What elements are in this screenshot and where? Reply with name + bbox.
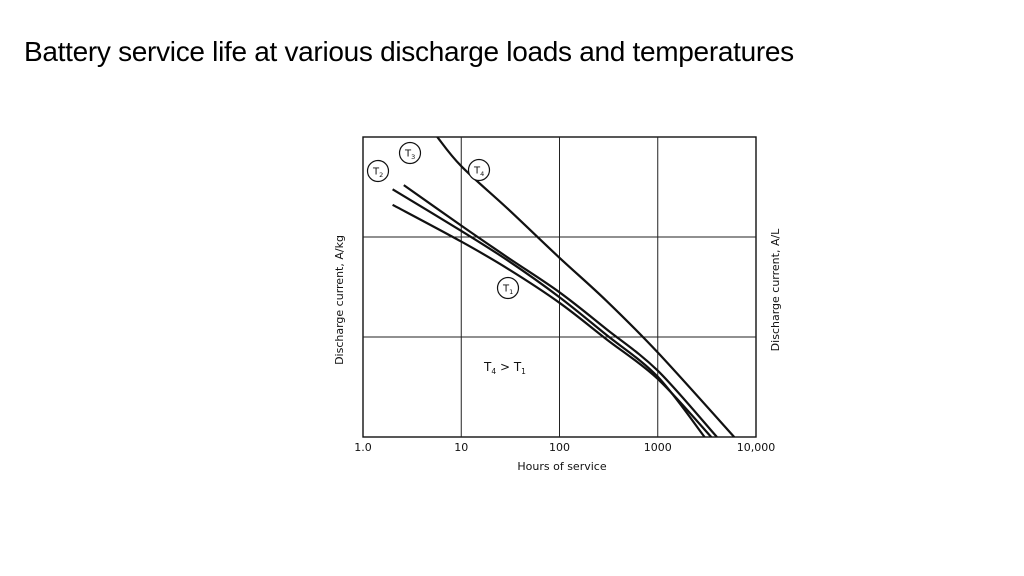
x-tick-labels: 1.0 10 100 1000 10,000: [354, 441, 775, 454]
curve-label-t1: T1: [496, 276, 520, 300]
x-tick-label: 100: [549, 441, 570, 454]
series-line-t3: [403, 184, 718, 437]
curve-label-text: T1: [502, 284, 513, 297]
series-line-t1: [392, 203, 713, 437]
curve-label-text: T2: [372, 167, 383, 180]
x-tick-label: 1.0: [354, 441, 372, 454]
curve-label-t2: T2: [366, 159, 390, 183]
curve-label-text: T3: [404, 149, 415, 162]
y-axis-label-right: Discharge current, A/L: [769, 228, 782, 351]
x-axis-label: Hours of service: [517, 460, 606, 473]
annotation-t1-sub: 1: [521, 367, 526, 376]
x-tick-label: 10: [454, 441, 468, 454]
curve-label-t4: T4: [467, 158, 491, 182]
curves: [392, 137, 736, 437]
curve-label-text: T4: [473, 166, 484, 179]
annotation-t4: T: [483, 360, 492, 374]
curve-label-circle: [496, 276, 520, 300]
curve-label-circle: [467, 158, 491, 182]
y-axis-label-left: Discharge current, A/kg: [333, 235, 346, 365]
curve-labels: T1 T2 T3 T4: [366, 141, 520, 300]
curve-label-t3: T3: [398, 141, 422, 165]
slide-title: Battery service life at various discharg…: [24, 36, 794, 67]
x-tick-label: 1000: [644, 441, 672, 454]
annotation-operator: >: [496, 360, 514, 374]
series-line-t2: [392, 188, 706, 437]
grid-lines: [363, 137, 756, 437]
annotation-t4-sub: 4: [491, 367, 496, 376]
series-line-t4: [436, 137, 736, 437]
annotation-t1: T: [513, 360, 522, 374]
x-tick-label: 10,000: [737, 441, 776, 454]
curve-label-circle: [398, 141, 422, 165]
temperature-annotation: T4 > T1: [483, 360, 526, 376]
curve-label-circle: [366, 159, 390, 183]
